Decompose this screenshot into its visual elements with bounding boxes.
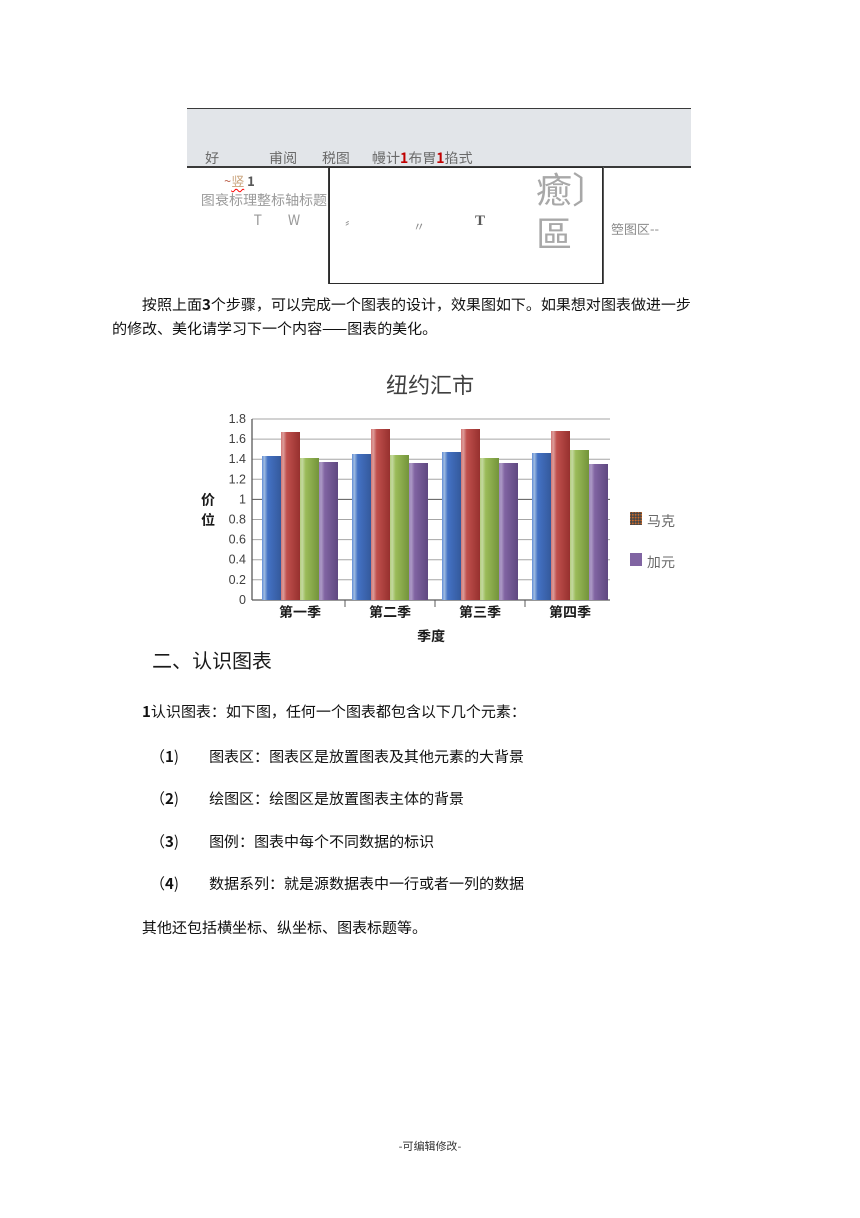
svg-text:1.2: 1.2 — [229, 472, 246, 486]
svg-text:第三季: 第三季 — [459, 602, 501, 622]
svg-text:0.6: 0.6 — [229, 533, 246, 547]
svg-text:0.8: 0.8 — [229, 513, 246, 527]
svg-text:位: 位 — [201, 510, 215, 530]
svg-text:第一季: 第一季 — [279, 602, 321, 622]
svg-text:1.6: 1.6 — [229, 432, 246, 446]
svg-text:第四季: 第四季 — [549, 602, 591, 622]
svg-text:季度: 季度 — [417, 626, 445, 646]
svg-text:1.4: 1.4 — [229, 452, 246, 466]
svg-text:0.4: 0.4 — [229, 553, 246, 567]
svg-text:1.8: 1.8 — [229, 412, 246, 426]
svg-text:价: 价 — [201, 490, 215, 510]
svg-text:0.2: 0.2 — [229, 573, 246, 587]
svg-text:1: 1 — [239, 492, 246, 506]
svg-text:第二季: 第二季 — [369, 602, 411, 622]
svg-text:0: 0 — [239, 593, 246, 607]
